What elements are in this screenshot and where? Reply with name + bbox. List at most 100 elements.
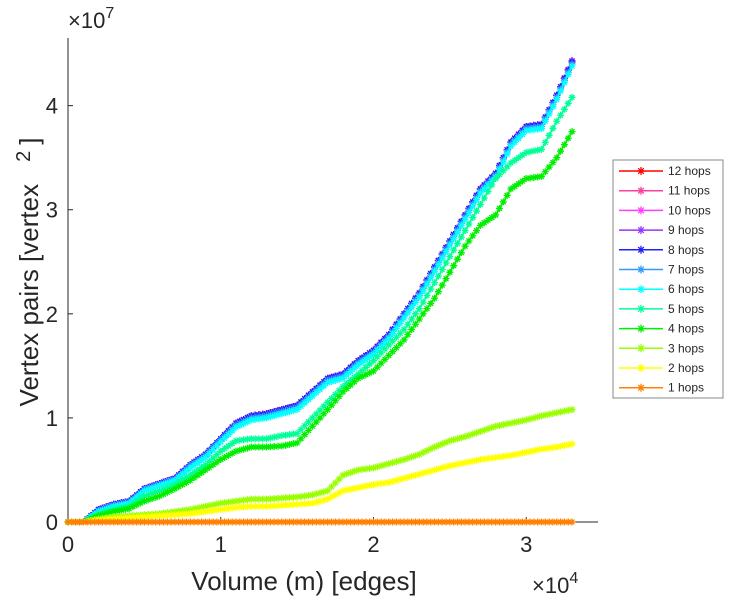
data-point-marker bbox=[537, 145, 545, 153]
data-point-marker bbox=[243, 496, 251, 504]
data-point-marker bbox=[568, 93, 576, 101]
data-point-marker bbox=[240, 496, 248, 504]
data-point-marker bbox=[259, 495, 267, 503]
data-point-marker bbox=[308, 491, 316, 499]
data-point-marker bbox=[408, 472, 416, 480]
data-point-marker bbox=[224, 498, 232, 506]
data-point-marker bbox=[415, 305, 423, 313]
data-point-marker bbox=[484, 455, 492, 463]
data-point-marker bbox=[637, 265, 645, 274]
data-point-marker bbox=[545, 518, 553, 526]
data-point-marker bbox=[274, 502, 282, 510]
data-point-marker bbox=[431, 443, 439, 451]
data-point-marker bbox=[228, 498, 236, 506]
series-4-hops bbox=[64, 128, 576, 526]
data-point-marker bbox=[461, 459, 469, 467]
data-point-marker bbox=[557, 442, 565, 450]
data-point-marker bbox=[511, 156, 519, 164]
data-point-marker bbox=[545, 163, 553, 171]
data-point-marker bbox=[263, 502, 271, 510]
data-point-marker bbox=[637, 324, 645, 333]
data-point-marker bbox=[457, 249, 465, 257]
data-point-marker bbox=[522, 175, 530, 183]
data-point-marker bbox=[427, 467, 435, 475]
data-point-marker bbox=[190, 474, 198, 482]
data-point-marker bbox=[637, 226, 645, 235]
data-point-marker bbox=[511, 418, 519, 426]
data-point-marker bbox=[167, 518, 175, 526]
data-point-marker bbox=[133, 513, 141, 521]
data-point-marker bbox=[266, 495, 274, 503]
data-point-marker bbox=[549, 124, 557, 132]
data-point-marker bbox=[213, 518, 221, 526]
data-point-marker bbox=[266, 502, 274, 510]
data-point-marker bbox=[411, 452, 419, 460]
y-tick-label: 2 bbox=[46, 302, 58, 327]
data-point-marker bbox=[404, 309, 412, 317]
data-point-marker bbox=[469, 430, 477, 438]
data-point-marker bbox=[205, 518, 213, 526]
data-point-marker bbox=[400, 456, 408, 464]
data-point-marker bbox=[564, 441, 572, 449]
data-point-marker bbox=[175, 518, 183, 526]
data-point-marker bbox=[560, 141, 568, 149]
data-point-marker bbox=[327, 483, 335, 491]
data-point-marker bbox=[95, 518, 103, 526]
data-point-marker bbox=[354, 518, 362, 526]
data-point-marker bbox=[171, 511, 179, 519]
x-multiplier-exp: 4 bbox=[569, 570, 578, 587]
data-point-marker bbox=[236, 503, 244, 511]
data-point-marker bbox=[140, 518, 148, 526]
data-point-marker bbox=[492, 422, 500, 430]
data-point-marker bbox=[163, 511, 171, 519]
data-point-marker bbox=[186, 464, 194, 472]
data-point-marker bbox=[377, 359, 385, 367]
series-6-hops bbox=[64, 62, 576, 526]
data-point-marker bbox=[499, 167, 507, 175]
series-group bbox=[64, 57, 576, 526]
data-point-marker bbox=[389, 348, 397, 356]
data-point-marker bbox=[518, 131, 526, 139]
data-point-marker bbox=[389, 518, 397, 526]
data-point-marker bbox=[537, 412, 545, 420]
data-point-marker bbox=[213, 458, 221, 466]
data-point-marker bbox=[282, 494, 290, 502]
data-point-marker bbox=[389, 337, 397, 345]
data-point-marker bbox=[366, 353, 374, 361]
data-point-marker bbox=[243, 444, 251, 452]
data-point-marker bbox=[453, 255, 461, 263]
data-point-marker bbox=[369, 357, 377, 365]
data-point-marker bbox=[362, 482, 370, 490]
data-point-marker bbox=[121, 514, 129, 522]
data-point-marker bbox=[499, 158, 507, 166]
data-point-marker bbox=[339, 388, 347, 396]
data-point-marker bbox=[201, 466, 209, 474]
data-point-marker bbox=[159, 490, 167, 498]
data-point-marker bbox=[453, 460, 461, 468]
data-point-marker bbox=[530, 173, 538, 181]
data-point-marker bbox=[553, 95, 561, 103]
data-point-marker bbox=[305, 500, 313, 508]
data-point-marker bbox=[518, 151, 526, 159]
y-multiplier-exp: 7 bbox=[105, 5, 114, 22]
data-point-marker bbox=[316, 489, 324, 497]
data-point-marker bbox=[396, 319, 404, 327]
data-point-marker bbox=[465, 518, 473, 526]
legend-entry: 11 hops bbox=[619, 184, 710, 198]
data-point-marker bbox=[392, 476, 400, 484]
data-point-marker bbox=[140, 487, 148, 495]
data-point-marker bbox=[224, 442, 232, 450]
data-point-marker bbox=[255, 495, 263, 503]
data-point-marker bbox=[347, 381, 355, 389]
data-point-marker bbox=[476, 201, 484, 209]
data-point-marker bbox=[366, 464, 374, 472]
y-multiplier-base: ×10 bbox=[68, 8, 105, 33]
data-point-marker bbox=[320, 402, 328, 410]
data-point-marker bbox=[465, 220, 473, 228]
data-point-marker bbox=[541, 518, 549, 526]
data-point-marker bbox=[396, 329, 404, 337]
data-point-marker bbox=[534, 146, 542, 154]
data-point-marker bbox=[289, 493, 297, 501]
data-point-marker bbox=[396, 340, 404, 348]
data-point-marker bbox=[331, 376, 339, 384]
